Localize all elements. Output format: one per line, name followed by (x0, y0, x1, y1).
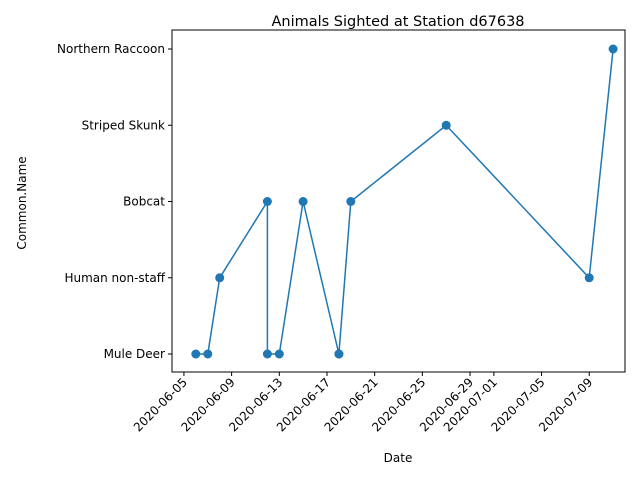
series-line (195, 48, 614, 355)
data-point (262, 349, 272, 359)
y-tick-label: Northern Raccoon (57, 42, 165, 56)
data-point (203, 349, 213, 359)
data-point (215, 273, 225, 283)
data-point (298, 197, 308, 206)
data-point (274, 349, 284, 359)
y-tick-label: Mule Deer (104, 347, 165, 361)
data-point (441, 120, 451, 130)
data-point (262, 197, 272, 206)
data-point (608, 44, 618, 54)
data-point (346, 197, 356, 206)
y-tick-label: Bobcat (123, 195, 165, 209)
chart-title: Animals Sighted at Station d67638 (271, 14, 524, 30)
x-axis-label: Date (384, 451, 413, 465)
data-point (334, 349, 344, 359)
data-point (584, 273, 594, 283)
y-tick-label: Human non-staff (64, 271, 165, 285)
y-tick-label: Striped Skunk (82, 118, 165, 132)
data-point (191, 349, 201, 359)
y-axis-label: Common.Name (15, 156, 29, 249)
